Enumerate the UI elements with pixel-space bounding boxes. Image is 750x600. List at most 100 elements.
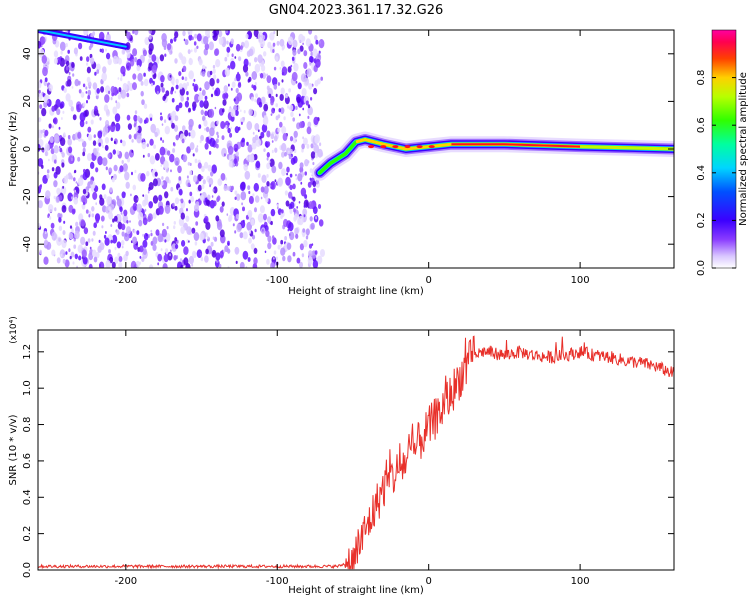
noise-blob [247,144,253,153]
noise-blob [51,105,56,112]
noise-blob [273,30,276,35]
noise-blob [168,179,171,184]
noise-blob [186,175,189,179]
noise-blob [257,213,264,223]
noise-blob [150,229,153,233]
noise-blob [233,98,236,102]
noise-blob [95,167,99,173]
noise-blob [148,48,153,55]
noise-blob [44,129,49,137]
noise-blob [295,233,299,239]
noise-blob [193,232,200,241]
noise-blob [80,91,85,98]
noise-blob [46,174,50,179]
noise-blob [82,102,86,107]
noise-blob [298,113,301,117]
noise-blob [139,245,144,253]
noise-blob [295,173,297,177]
noise-blob [71,62,75,68]
noise-blob [312,180,317,187]
noise-blob [307,121,312,128]
noise-blob [211,249,217,258]
noise-blob [302,136,304,140]
noise-blob [299,162,304,169]
noise-blob [149,264,154,268]
noise-blob [148,182,154,190]
noise-blob [212,64,216,69]
noise-blob [69,232,74,240]
noise-blob [87,89,92,96]
noise-blob [143,103,148,109]
noise-blob [201,175,204,180]
noise-blob [161,33,167,42]
noise-blob [141,99,145,106]
noise-blob [293,155,298,164]
noise-blob [150,232,153,237]
noise-blob [111,177,115,183]
noise-blob [188,107,191,113]
noise-blob [64,259,70,268]
noise-blob [92,230,96,236]
noise-blob [97,245,102,253]
noise-blob [233,158,238,165]
snr-x-axis-label: Height of straight line (km) [288,585,424,596]
signal-core-dash [404,145,411,149]
noise-blob [207,194,211,201]
noise-blob [39,249,42,255]
spectrogram-y-axis-label: Frequency (Hz) [8,111,19,187]
noise-blob [56,57,62,65]
noise-blob [193,175,198,183]
noise-blob [70,251,75,258]
noise-blob [226,40,229,45]
noise-blob [312,48,318,57]
noise-blob [292,196,296,202]
noise-blob [210,93,214,98]
noise-blob [252,136,257,144]
noise-blob [121,245,124,249]
noise-blob [245,156,249,161]
noise-blob [242,250,249,260]
y-tick-label: 1.0 [22,380,33,396]
noise-blob [240,45,243,50]
noise-blob [116,90,119,94]
noise-blob [48,123,52,129]
noise-blob [68,155,74,165]
noise-blob [239,261,245,268]
noise-blob [79,104,83,110]
noise-blob [266,181,270,187]
signal-core-dash [368,145,375,149]
snr-panel: -200 -100 0 100 0.0 0.2 0.4 0.6 0.8 1.0 1.2 Height… [8,316,675,596]
noise-blob [297,48,301,55]
noise-blob [187,30,193,36]
noise-blob [281,151,285,158]
noise-blob [189,142,195,151]
noise-blob [90,119,94,125]
noise-blob [106,196,112,205]
noise-blob [229,132,233,138]
noise-blob [87,95,91,100]
noise-blob [152,244,157,252]
noise-blob [297,173,303,182]
noise-blob [193,78,196,82]
noise-blob [261,123,268,133]
noise-blob [42,230,48,240]
noise-blob [71,86,74,89]
noise-blob [230,108,236,118]
signal-core-dash [392,145,399,149]
noise-blob [50,148,55,155]
noise-blob [281,126,287,135]
noise-blob [203,36,209,45]
noise-blob [281,168,286,177]
noise-blob [205,221,211,230]
noise-blob [41,55,47,64]
noise-blob [217,30,223,38]
noise-blob [181,138,185,144]
noise-blob [74,169,77,174]
noise-blob [192,105,196,112]
noise-blob [120,240,125,246]
noise-blob [70,157,73,162]
snr-ticks: -200 -100 0 100 0.0 0.2 0.4 0.6 0.8 1.0 1.2 [22,330,674,587]
noise-blob [65,251,68,255]
noise-blob [88,252,94,261]
noise-blob [268,93,272,99]
